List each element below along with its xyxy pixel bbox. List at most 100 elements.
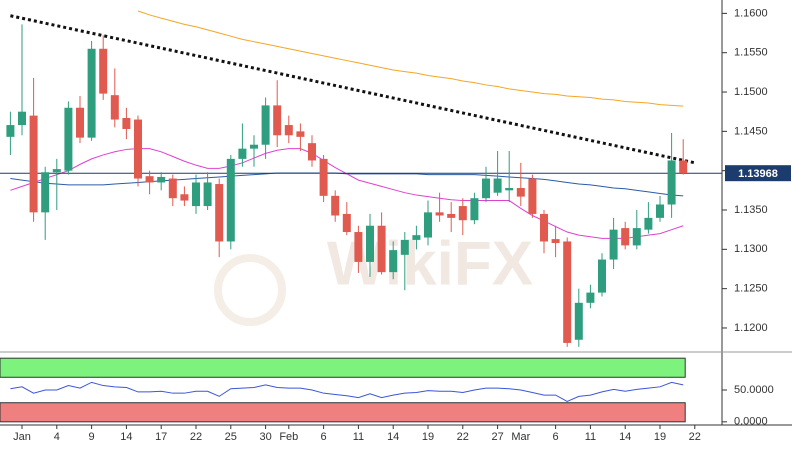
x-tick-label: 22 — [457, 431, 469, 443]
y-tick-label: 1.1300 — [734, 243, 768, 255]
candle-body — [424, 212, 432, 238]
candle-body — [168, 178, 177, 199]
candle-body — [76, 107, 84, 138]
candle-body — [586, 292, 595, 303]
x-tick-label: 9 — [89, 431, 95, 443]
y-tick-label: 1.1500 — [734, 86, 768, 98]
candle-body — [226, 158, 235, 242]
x-tick-label: 14 — [387, 431, 399, 443]
x-tick-label: 11 — [353, 431, 364, 443]
x-tick-label: 27 — [491, 431, 503, 443]
x-tick-label: 14 — [619, 431, 631, 443]
candle-body — [609, 229, 618, 260]
candle-body — [574, 302, 583, 340]
candle-body — [192, 182, 200, 207]
candle-body — [528, 178, 537, 214]
candle-body — [493, 178, 502, 193]
y-tick-label: 1.1550 — [734, 47, 768, 59]
candle-body — [505, 187, 514, 191]
x-tick-label: 25 — [225, 431, 237, 443]
candle-body — [238, 148, 247, 159]
candle-body — [366, 225, 374, 262]
candle-body — [18, 111, 26, 126]
last-price-label: 1.13968 — [738, 168, 778, 180]
candle-body — [6, 125, 15, 137]
candle-body — [29, 115, 38, 213]
candle-body — [342, 213, 351, 233]
candle-body — [331, 195, 340, 216]
x-tick-label: 6 — [321, 431, 327, 443]
x-tick-label: Feb — [279, 431, 298, 443]
x-tick-label: Jan — [13, 431, 31, 443]
x-tick-label: 4 — [54, 431, 60, 443]
candle-body — [250, 144, 258, 149]
candle-body — [261, 105, 270, 145]
y-tick-label: 0.0000 — [734, 416, 768, 428]
candle-body — [308, 143, 316, 161]
watermark — [214, 254, 286, 326]
candle-body — [319, 158, 328, 196]
candle-body — [273, 105, 282, 136]
candle-body — [470, 198, 479, 221]
indicator-line — [10, 381, 684, 403]
candle-body — [389, 250, 398, 273]
y-tick-label: 1.1600 — [734, 7, 768, 19]
candle-body — [64, 107, 73, 171]
indicator-band — [0, 402, 686, 423]
y-tick-label: 1.1450 — [734, 125, 768, 137]
candle-body — [296, 131, 305, 137]
candle-body — [412, 235, 421, 240]
x-tick-label: 14 — [120, 431, 132, 443]
y-tick-label: 1.1350 — [734, 204, 768, 216]
candle-body — [540, 213, 548, 242]
x-tick-label: 6 — [553, 431, 559, 443]
candle-body — [621, 228, 630, 246]
last-price-box — [725, 165, 791, 182]
y-tick-label: 1.1200 — [734, 322, 768, 334]
candle-body — [145, 176, 154, 183]
candle-body — [598, 259, 606, 293]
candle-body — [458, 206, 467, 221]
x-tick-label: 30 — [259, 431, 271, 443]
x-tick-label: 22 — [190, 431, 202, 443]
candle-body — [122, 117, 131, 129]
candle-body — [377, 225, 386, 273]
x-tick-label: 22 — [689, 431, 701, 443]
candle-body — [354, 232, 363, 262]
candle-body — [447, 213, 456, 218]
candle-body — [656, 204, 664, 218]
candle-body — [644, 217, 653, 230]
x-tick-label: Mar — [511, 431, 530, 443]
candle-body — [41, 172, 50, 213]
trendline — [10, 14, 696, 165]
moving-average — [137, 10, 684, 107]
candle-body — [284, 125, 293, 136]
moving-average — [10, 172, 684, 197]
candle-body — [516, 187, 525, 197]
candle-body — [215, 184, 224, 242]
candle-body — [52, 169, 61, 173]
price-panel — [0, 10, 722, 347]
candle-body — [563, 241, 572, 343]
y-tick-label: 1.1250 — [734, 283, 768, 295]
candle-body — [87, 48, 96, 138]
x-tick-label: 11 — [585, 431, 596, 443]
candle-body — [667, 160, 676, 205]
candle-body — [632, 228, 641, 246]
candle-body — [110, 95, 119, 120]
candle-body — [482, 178, 490, 199]
indicator-band — [0, 357, 686, 378]
indicator-panel — [0, 357, 686, 423]
candle-body — [551, 239, 560, 244]
x-tick-label: 19 — [654, 431, 666, 443]
x-tick-label: 19 — [422, 431, 434, 443]
moving-average — [10, 148, 684, 239]
candle-body — [99, 48, 108, 94]
candle-body — [679, 160, 688, 174]
candle-body — [203, 182, 212, 207]
candle-body — [134, 119, 142, 179]
candle-body — [157, 176, 166, 183]
x-tick-label: 17 — [155, 431, 167, 443]
